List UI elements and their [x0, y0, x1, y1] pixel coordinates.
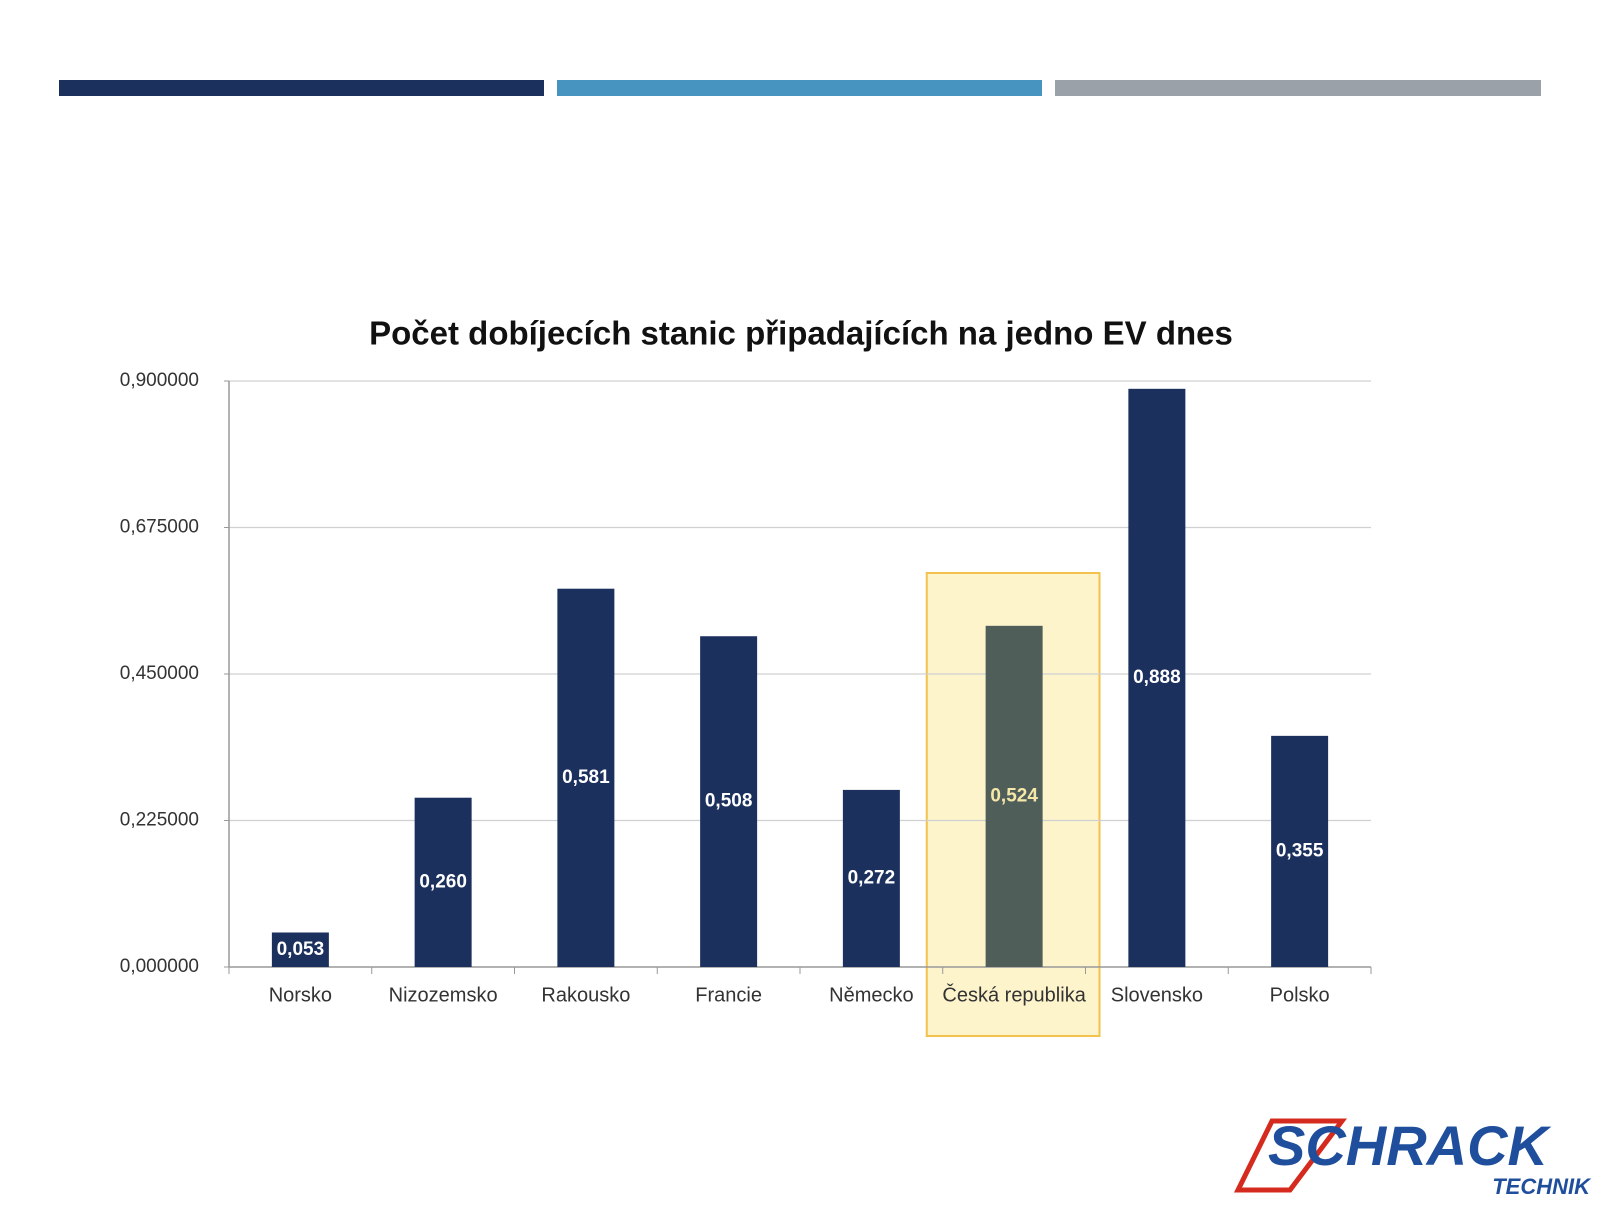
- value-label: 0,524: [990, 785, 1038, 806]
- stripe: [59, 80, 544, 96]
- y-tick-label: 0,225000: [120, 810, 199, 831]
- bar: [700, 636, 758, 967]
- logo-name: SCHRACK: [1268, 1114, 1552, 1177]
- value-label: 0,581: [562, 767, 610, 788]
- x-tick-label: Norsko: [269, 984, 332, 1006]
- x-tick-label: Francie: [695, 984, 762, 1006]
- bar: [271, 932, 329, 967]
- value-label: 0,508: [705, 791, 753, 812]
- bar: [557, 588, 615, 967]
- logo-frame: [1233, 1118, 1348, 1193]
- bar: [842, 789, 900, 967]
- value-label: 0,888: [1133, 667, 1181, 688]
- x-tick-label: Německo: [829, 984, 913, 1006]
- value-label: 0,272: [848, 867, 896, 888]
- x-tick-label: Nizozemsko: [389, 984, 498, 1006]
- stripe: [557, 80, 1042, 96]
- x-tick-label: Slovensko: [1111, 984, 1203, 1006]
- bar: [1271, 735, 1329, 967]
- chart-title: Počet dobíjecích stanic připadajících na…: [369, 315, 1233, 352]
- x-tick-label: Polsko: [1270, 984, 1330, 1006]
- logo: SCHRACK TECHNIK: [1233, 1114, 1592, 1199]
- y-tick-label: 0,900000: [120, 370, 199, 391]
- x-tick-label: Česká republika: [942, 983, 1086, 1006]
- stripe: [1055, 80, 1541, 96]
- plot: 0,000000 0,225000 0,450000 0,675000 0,900000…: [120, 370, 1372, 1037]
- logo-subtitle: TECHNIK: [1492, 1174, 1592, 1199]
- value-label: 0,355: [1276, 840, 1324, 861]
- y-tick-label: 0,450000: [120, 663, 199, 684]
- bar: [414, 797, 472, 967]
- value-label: 0,053: [277, 939, 325, 960]
- bar: [985, 625, 1043, 967]
- y-tick-label: 0,000000: [120, 956, 199, 977]
- value-label: 0,260: [419, 871, 467, 892]
- y-tick-label: 0,675000: [120, 517, 199, 538]
- bar: [1128, 388, 1186, 967]
- x-tick-label: Rakousko: [541, 984, 630, 1006]
